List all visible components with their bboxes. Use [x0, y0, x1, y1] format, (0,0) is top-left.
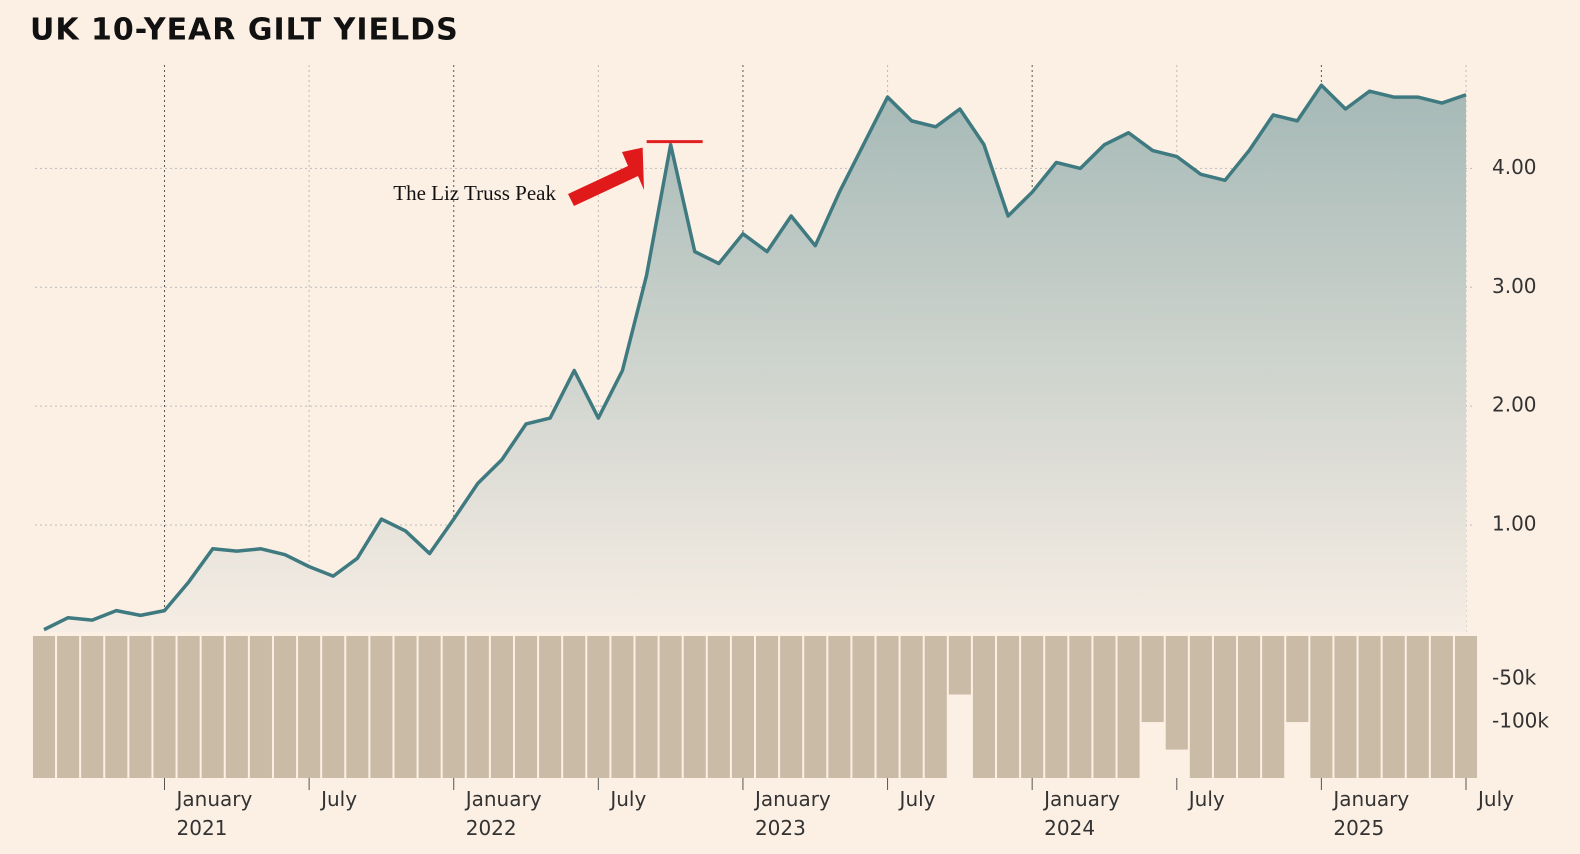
volume-bar: [273, 636, 297, 778]
volume-bar: [587, 636, 610, 778]
line: [43, 83, 1467, 632]
volume-bar: [1262, 636, 1285, 778]
volume-bar: [1069, 636, 1092, 778]
volume-bar: [490, 636, 513, 778]
x-tick-label: January 2023: [753, 787, 831, 840]
volume-bar: [1358, 636, 1381, 778]
volume-bar: [1213, 636, 1237, 778]
volume-bar: [418, 636, 441, 778]
x-tick-label: July: [1476, 787, 1514, 811]
annotation: The Liz Truss Peak: [393, 181, 556, 205]
x-tick-label: January 2025: [1331, 787, 1409, 840]
volume-bar: [177, 636, 200, 778]
volume-bar: [1454, 636, 1478, 778]
volume-bar: [1310, 636, 1333, 778]
volume-bar: [780, 636, 803, 778]
volume-bar: [1430, 636, 1453, 778]
volume-bar: [442, 636, 465, 778]
volume-bar: [1021, 636, 1044, 778]
x-tick-label: January 2022: [464, 787, 542, 840]
volume-bar: [804, 636, 827, 778]
volume-bar: [852, 636, 875, 778]
volume-bar: [1045, 636, 1068, 778]
volume-bar: [1189, 636, 1212, 778]
volume-bar: [1382, 636, 1405, 778]
volume-bar: [1141, 636, 1164, 723]
y-tick-label: 2.00: [1492, 393, 1537, 417]
volume-bar: [900, 636, 923, 778]
volume-bar: [707, 636, 730, 778]
volume-bar: [298, 636, 321, 778]
volume-bar: [539, 636, 562, 778]
volume-bar: [1165, 636, 1188, 750]
volume-bar: [249, 636, 272, 778]
volume-bar: [997, 636, 1020, 778]
volume-bar: [153, 636, 176, 778]
volume-bar: [394, 636, 417, 778]
volume-bar: [948, 636, 971, 695]
volume-bar: [828, 636, 851, 778]
volume-bar: [972, 636, 996, 778]
volume-bar: [81, 636, 104, 778]
volume-bar: [756, 636, 779, 778]
volume-bar: [105, 636, 128, 778]
x-tick-label: July: [319, 787, 357, 811]
volume-bar: [32, 636, 56, 778]
volume-bar: [346, 636, 369, 778]
volume-bar: [129, 636, 152, 778]
y2-tick-label: -100k: [1492, 709, 1549, 733]
volume-bar: [1334, 636, 1357, 778]
y-tick-label: 1.00: [1492, 512, 1537, 536]
x-tick-label: January 2021: [175, 787, 253, 840]
volume-bar: [201, 636, 224, 778]
x-tick-label: July: [608, 787, 646, 811]
volume-bar: [1286, 636, 1309, 723]
volume-bar: [683, 636, 706, 778]
volume-bar: [57, 636, 80, 778]
y2-tick-label: -50k: [1492, 666, 1537, 690]
x-tick-label: January 2024: [1042, 787, 1120, 840]
x-tick-label: July: [898, 787, 936, 811]
volume-bar: [1117, 636, 1140, 778]
x-tick-label: July: [1187, 787, 1225, 811]
y-tick-label: 3.00: [1492, 274, 1537, 298]
annotation-arrow: [568, 147, 644, 206]
volume-bar: [370, 636, 393, 778]
chart-title: UK 10-YEAR GILT YIELDS: [30, 13, 459, 48]
volume-bar: [225, 636, 248, 778]
volume-bar: [466, 636, 489, 778]
volume-bar: [635, 636, 658, 778]
volume-bar: [659, 636, 682, 778]
volume-bar: [1238, 636, 1261, 778]
volume-bar: [563, 636, 586, 778]
volume-bar: [611, 636, 634, 778]
volume-bar: [1093, 636, 1116, 778]
area: [44, 85, 1466, 633]
volume-bar: [876, 636, 899, 778]
volume-bar: [731, 636, 754, 778]
volume-bar: [322, 636, 345, 778]
volume-bar: [924, 636, 947, 778]
volume-bar: [514, 636, 538, 778]
volume-bar: [1406, 636, 1429, 778]
y-tick-label: 4.00: [1492, 155, 1537, 179]
